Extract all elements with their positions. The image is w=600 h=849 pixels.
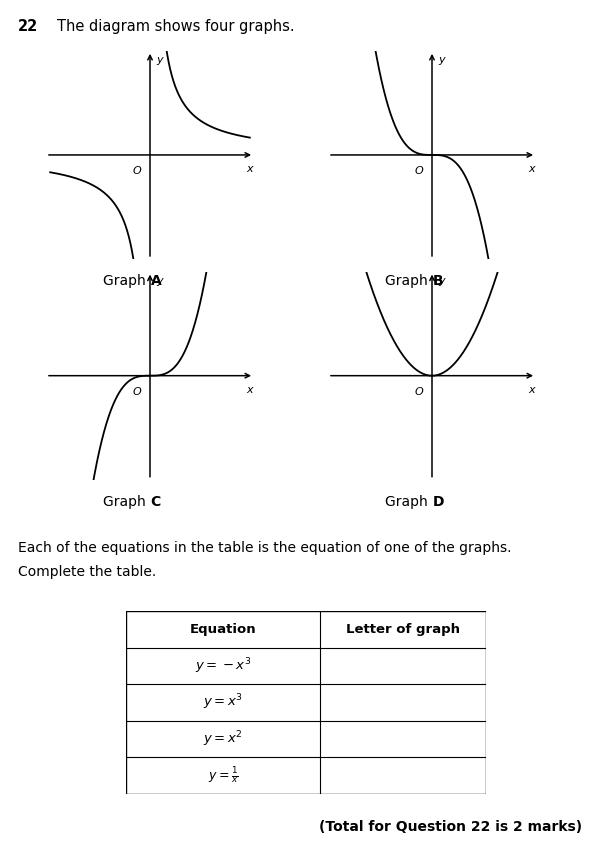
Text: $x$: $x$ — [247, 164, 256, 174]
Text: Complete the table.: Complete the table. — [18, 565, 156, 578]
Text: $y$: $y$ — [438, 55, 447, 67]
Text: Graph: Graph — [385, 274, 432, 288]
Text: $x$: $x$ — [247, 385, 256, 395]
Text: $y = x^3$: $y = x^3$ — [203, 693, 243, 712]
Text: B: B — [433, 274, 443, 288]
Text: $y = \frac{1}{x}$: $y = \frac{1}{x}$ — [208, 765, 239, 786]
Text: (Total for Question 22 is 2 marks): (Total for Question 22 is 2 marks) — [319, 820, 582, 834]
Text: D: D — [433, 495, 444, 509]
Text: $O$: $O$ — [132, 164, 143, 176]
Text: The diagram shows four graphs.: The diagram shows four graphs. — [57, 19, 295, 34]
Text: $O$: $O$ — [414, 385, 425, 396]
Text: $y$: $y$ — [438, 276, 447, 288]
Text: $x$: $x$ — [529, 385, 538, 395]
Text: $y$: $y$ — [156, 55, 165, 67]
Text: 22: 22 — [18, 19, 38, 34]
Text: C: C — [151, 495, 161, 509]
Text: Graph: Graph — [385, 495, 432, 509]
Text: Graph: Graph — [103, 495, 150, 509]
Text: A: A — [151, 274, 161, 288]
Text: $O$: $O$ — [132, 385, 143, 396]
Text: $y = -x^3$: $y = -x^3$ — [195, 656, 251, 676]
Text: $y = x^2$: $y = x^2$ — [203, 729, 243, 749]
Text: $O$: $O$ — [414, 164, 425, 176]
Text: Letter of graph: Letter of graph — [346, 623, 460, 636]
Text: Graph: Graph — [103, 274, 150, 288]
Text: $y$: $y$ — [156, 276, 165, 288]
Text: $x$: $x$ — [529, 164, 538, 174]
Text: Equation: Equation — [190, 623, 257, 636]
Text: Each of the equations in the table is the equation of one of the graphs.: Each of the equations in the table is th… — [18, 541, 511, 554]
